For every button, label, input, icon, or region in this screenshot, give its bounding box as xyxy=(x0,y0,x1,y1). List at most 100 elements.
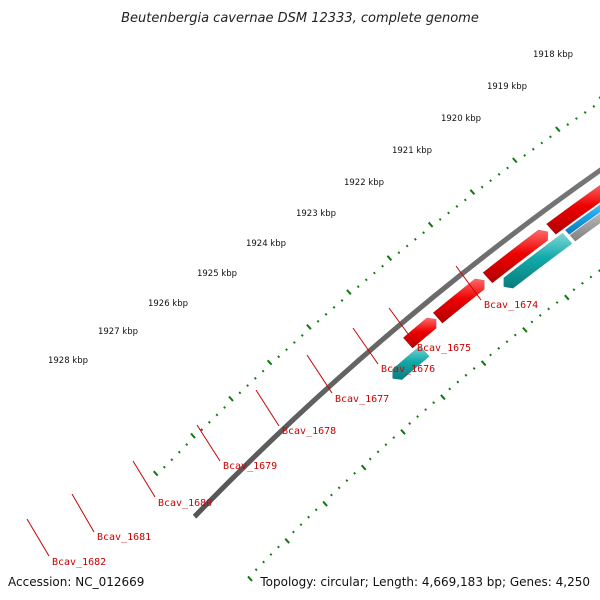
gene-leader-line xyxy=(388,307,415,343)
gene-label-bcav-1681: Bcav_1681 xyxy=(97,532,151,543)
outer-minor-tick xyxy=(223,406,226,409)
inner-major-tick xyxy=(480,360,487,367)
inner-major-tick xyxy=(522,327,528,333)
inner-minor-tick xyxy=(489,353,492,357)
inner-minor-tick xyxy=(547,307,551,311)
outer-minor-tick xyxy=(405,244,409,248)
outer-minor-tick xyxy=(373,271,376,275)
outer-minor-tick xyxy=(200,428,204,432)
inner-minor-tick xyxy=(392,436,396,439)
outer-minor-tick xyxy=(397,251,401,255)
inner-minor-tick xyxy=(505,340,509,344)
inner-major-tick xyxy=(400,429,406,435)
cds-forward-1 xyxy=(402,317,437,349)
tick-label: 1920 kbp xyxy=(441,114,481,124)
tick-label: 1921 kbp xyxy=(392,146,432,156)
outer-minor-tick xyxy=(238,391,242,395)
inner-minor-tick xyxy=(376,450,380,454)
inner-major-tick xyxy=(564,294,570,301)
inner-minor-tick xyxy=(384,443,388,447)
gene-leader-line xyxy=(196,424,221,462)
inner-minor-tick xyxy=(424,408,427,411)
outer-minor-tick xyxy=(531,147,535,151)
tick-label: 1925 kbp xyxy=(197,269,237,279)
cds-reverse-1 xyxy=(392,345,430,381)
outer-minor-tick xyxy=(381,264,384,268)
outer-major-tick xyxy=(152,470,159,477)
inner-major-tick xyxy=(360,464,367,471)
outer-minor-tick xyxy=(162,465,166,469)
cds-reverse-2 xyxy=(503,232,573,289)
outer-major-tick xyxy=(190,432,196,439)
genome-backbone xyxy=(192,167,600,519)
feature-light-blue xyxy=(564,204,600,235)
outer-minor-tick xyxy=(285,348,288,351)
outer-minor-tick xyxy=(523,154,527,157)
outer-minor-tick xyxy=(489,179,492,183)
gene-label-bcav-1676: Bcav_1676 xyxy=(381,364,435,375)
outer-minor-tick xyxy=(506,166,509,170)
inner-minor-tick xyxy=(307,515,310,519)
inner-minor-tick xyxy=(530,320,534,324)
inner-major-tick xyxy=(322,500,328,507)
inner-major-tick xyxy=(247,575,253,582)
gene-leader-line xyxy=(352,327,379,365)
gene-label-bcav-1674: Bcav_1674 xyxy=(484,300,538,311)
outer-minor-tick xyxy=(422,231,425,235)
inner-minor-tick xyxy=(330,493,333,497)
outer-major-tick xyxy=(266,359,273,366)
feature-track xyxy=(392,184,600,381)
outer-minor-tick xyxy=(277,355,281,359)
outer-minor-tick xyxy=(261,369,265,373)
outer-major-tick xyxy=(469,189,476,195)
tick-label-group: 1918 kbp 1919 kbp 1920 kbp 1921 kbp 1922 kbp… xyxy=(48,50,573,366)
outer-minor-tick xyxy=(356,285,360,289)
inner-minor-tick xyxy=(314,508,318,512)
outer-minor-tick xyxy=(583,111,587,114)
inner-tick-ring xyxy=(247,269,600,582)
outer-minor-tick xyxy=(246,384,249,387)
inner-minor-tick xyxy=(589,275,593,279)
outer-minor-tick xyxy=(463,198,467,202)
inner-minor-tick xyxy=(555,301,559,304)
inner-minor-tick xyxy=(464,373,468,377)
inner-minor-tick xyxy=(345,479,349,482)
outer-minor-tick xyxy=(340,298,344,302)
outer-minor-tick xyxy=(540,141,544,145)
backbone-group xyxy=(192,167,600,519)
outer-minor-tick xyxy=(253,376,257,380)
inner-minor-tick xyxy=(416,415,419,418)
inner-minor-tick xyxy=(432,401,436,405)
outer-minor-tick xyxy=(300,333,304,337)
outer-minor-tick xyxy=(566,123,570,126)
tick-label: 1924 kbp xyxy=(246,239,286,249)
outer-minor-tick xyxy=(413,237,417,241)
tick-label: 1919 kbp xyxy=(487,82,527,92)
tick-label: 1922 kbp xyxy=(344,178,384,188)
outer-major-tick xyxy=(512,157,518,164)
outer-minor-tick xyxy=(438,218,442,221)
inner-major-tick xyxy=(440,394,446,401)
outer-minor-tick xyxy=(497,172,501,176)
gene-label-bcav-1682: Bcav_1682 xyxy=(52,557,106,568)
outer-major-tick xyxy=(555,126,561,133)
inner-minor-tick xyxy=(513,333,517,337)
outer-minor-tick xyxy=(332,305,336,309)
outer-minor-tick xyxy=(292,341,296,344)
outer-minor-tick xyxy=(324,312,328,316)
inner-minor-tick xyxy=(368,457,372,461)
feature-grey xyxy=(569,212,600,242)
gene-label-bcav-1675: Bcav_1675 xyxy=(417,343,471,354)
inner-major-tick xyxy=(284,538,290,544)
outer-minor-tick xyxy=(316,319,320,323)
gene-label-bcav-1679: Bcav_1679 xyxy=(223,461,277,472)
outer-major-tick xyxy=(346,289,352,295)
inner-minor-tick xyxy=(448,387,452,391)
inner-minor-tick xyxy=(538,313,542,317)
tick-label: 1927 kbp xyxy=(98,327,138,337)
inner-minor-tick xyxy=(292,530,295,534)
outer-minor-tick xyxy=(592,104,596,108)
inner-minor-tick xyxy=(497,346,501,350)
accession-text: Accession: NC_012669 xyxy=(8,575,144,589)
